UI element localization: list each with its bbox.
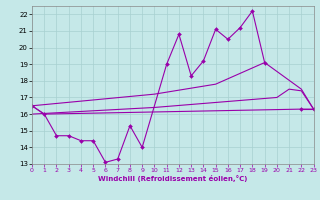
X-axis label: Windchill (Refroidissement éolien,°C): Windchill (Refroidissement éolien,°C) bbox=[98, 175, 247, 182]
